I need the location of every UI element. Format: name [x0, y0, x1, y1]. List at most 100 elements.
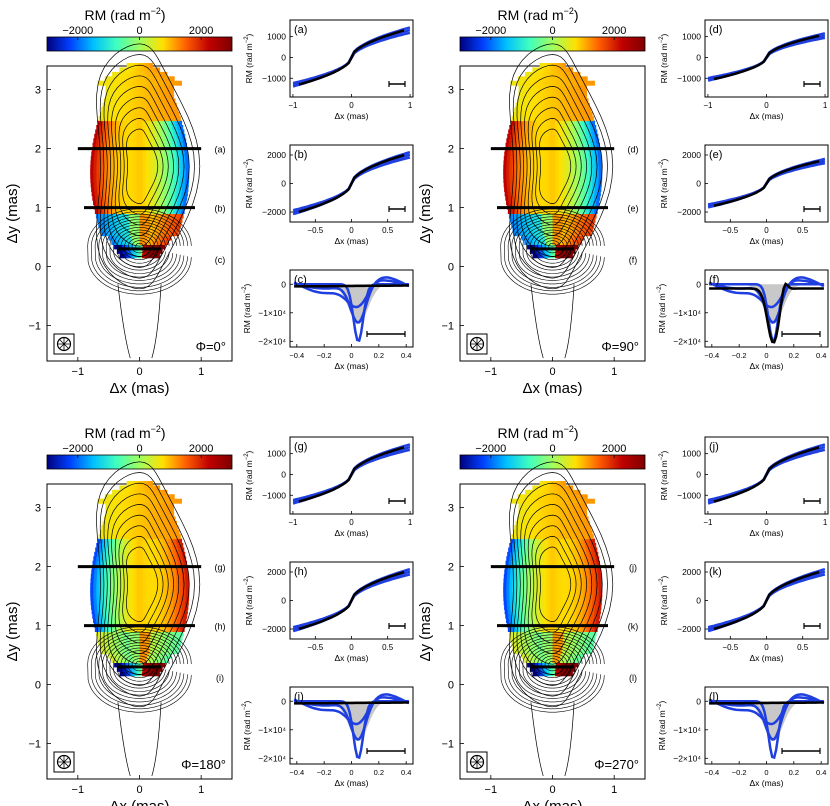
rm-pixel: [549, 200, 553, 206]
rm-pixel: [548, 248, 551, 254]
rm-pixel: [538, 240, 541, 245]
rm-pixel: [560, 120, 564, 126]
rm-pixel: [569, 253, 572, 259]
rm-pixel: [103, 186, 107, 192]
rm-pixel: [145, 191, 149, 197]
rm-pixel: [109, 503, 113, 509]
rm-pixel: [119, 534, 123, 540]
rm-pixel: [141, 231, 145, 237]
rm-pixel: [573, 244, 576, 250]
rm-pixel: [571, 253, 573, 259]
rm-pixel: [552, 217, 556, 223]
rm-pixel: [158, 631, 162, 637]
rm-pixel: [114, 578, 119, 584]
rm-pixel: [148, 573, 153, 579]
rm-pixel: [516, 116, 520, 122]
contour-line: [124, 235, 155, 261]
rm-pixel: [152, 635, 156, 641]
rm-pixel: [162, 116, 166, 122]
rm-pixel: [156, 653, 160, 659]
rm-pixel: [150, 538, 154, 544]
rm-pixel: [155, 498, 159, 504]
rm-pixel: [524, 640, 528, 646]
rm-pixel: [127, 155, 131, 161]
rm-pixel: [167, 596, 171, 602]
rm-pixel: [162, 94, 166, 99]
rm-pixel: [148, 609, 152, 615]
rm-pixel: [561, 191, 565, 197]
rm-pixel: [572, 209, 576, 214]
rm-pixel: [162, 512, 166, 517]
rm-pixel: [127, 173, 131, 179]
rm-pixel: [523, 235, 526, 241]
rm-pixel: [568, 666, 570, 672]
rm-pixel: [141, 512, 145, 517]
rm-pixel: [547, 217, 551, 223]
rm-pixel: [101, 543, 105, 548]
rm-pixel: [124, 618, 129, 624]
rm-pixel: [94, 609, 99, 615]
rm-pixel: [117, 582, 122, 588]
rm-pixel: [555, 226, 559, 232]
rm-pixel: [537, 155, 541, 161]
rm-pixel: [539, 67, 542, 73]
rm-pixel: [120, 235, 123, 241]
rm-pixel: [578, 94, 581, 99]
rm-pixel: [91, 186, 95, 192]
contour-line: [102, 219, 177, 281]
rm-pixel: [164, 631, 168, 637]
rm-pixel: [96, 160, 101, 166]
rm-pixel: [110, 618, 114, 624]
rm-pixel: [101, 107, 105, 113]
rm-pixel: [167, 547, 171, 553]
rm-pixel: [156, 662, 160, 668]
rm-pixel: [169, 111, 173, 117]
y-tick-label: 0: [448, 262, 454, 274]
rm-pixel: [534, 240, 538, 245]
rm-pixel: [127, 169, 131, 175]
rm-pixel: [104, 613, 108, 619]
rm-pixel: [529, 133, 534, 139]
rm-pixel: [119, 200, 123, 206]
rm-pixel: [121, 164, 125, 170]
rm-pixel: [590, 125, 594, 130]
rm-pixel: [169, 507, 172, 513]
rm-pixel: [129, 649, 133, 655]
rm-pixel: [138, 63, 140, 68]
rm-pixel: [127, 600, 131, 606]
rm-pixel: [570, 666, 573, 672]
rm-pixel: [137, 85, 140, 91]
rm-pixel: [156, 111, 160, 117]
rm-pixel: [110, 635, 114, 641]
rm-pixel: [534, 173, 538, 179]
rm-pixel: [522, 213, 526, 219]
rm-pixel: [124, 71, 127, 77]
rm-pixel: [531, 71, 535, 77]
rm-pixel: [149, 231, 153, 237]
rm-pixel: [125, 253, 128, 259]
rm-pixel: [549, 186, 553, 192]
rm-pixel: [516, 98, 520, 104]
rm-pixel: [539, 89, 543, 95]
rm-pixel: [506, 155, 511, 161]
rm-pixel: [157, 582, 162, 588]
rm-pixel: [590, 631, 594, 637]
rm-pixel: [540, 173, 544, 179]
rm-pixel: [169, 129, 174, 135]
rm-pixel: [171, 538, 175, 544]
rm-pixel: [546, 164, 550, 170]
rm-pixel: [181, 129, 185, 135]
rm-pixel: [156, 89, 160, 95]
rm-pixel: [104, 217, 109, 223]
rm-pixel: [543, 173, 547, 179]
rm-pixel: [102, 164, 107, 170]
rm-pixel: [142, 191, 146, 197]
rm-pixel: [556, 76, 560, 82]
colorbar-label-text: RM (rad m: [85, 425, 151, 441]
rm-pixel: [139, 94, 143, 99]
rm-pixel: [564, 160, 569, 166]
rm-pixel: [112, 613, 117, 619]
rm-pixel: [99, 556, 103, 562]
rm-pixel: [171, 195, 176, 201]
rm-pixel: [116, 116, 120, 122]
